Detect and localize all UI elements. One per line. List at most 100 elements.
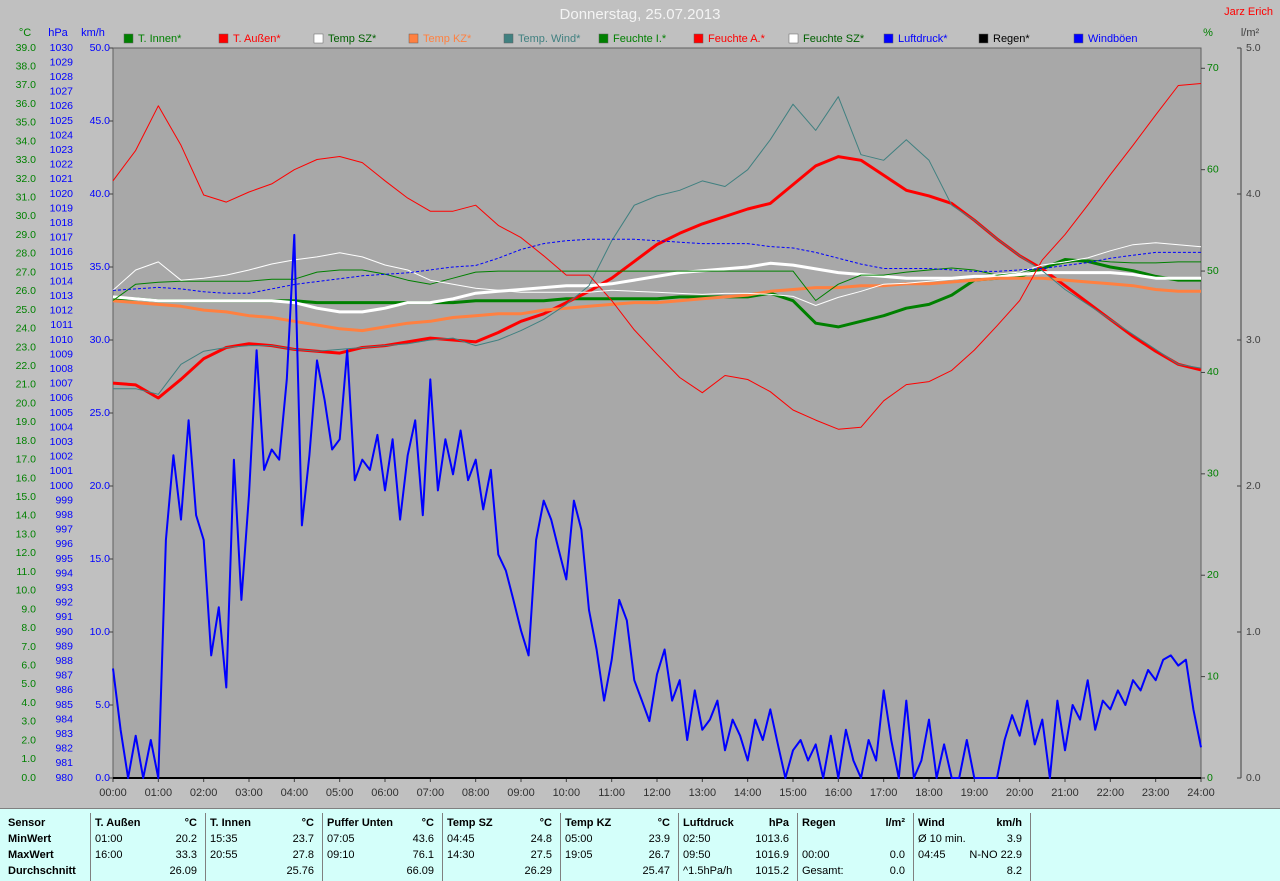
axis-label: hPa — [48, 27, 68, 39]
y-tick-label: 27.0 — [16, 266, 37, 278]
y-tick-label: 22.0 — [16, 360, 37, 372]
cell-value: 1013.6 — [755, 833, 789, 845]
y-tick-label: 1028 — [50, 71, 74, 83]
data-line — [113, 258, 1201, 329]
y-tick-label: 999 — [55, 494, 73, 506]
x-tick-label: 17:00 — [870, 787, 898, 799]
x-tick-label: 04:00 — [281, 787, 309, 799]
y-tick-label: 8.0 — [21, 622, 36, 634]
y-tick-label: 1015 — [50, 261, 74, 273]
cell-value: 23.7 — [292, 833, 314, 845]
cell-time: 19:05 — [565, 849, 593, 861]
x-tick-label: 19:00 — [961, 787, 989, 799]
y-tick-label: 25.0 — [90, 407, 111, 419]
separator — [90, 813, 91, 881]
plot-area — [112, 47, 1202, 779]
y-tick-label: 31.0 — [16, 192, 37, 204]
cell-time: 02:50 — [683, 833, 711, 845]
separator — [1030, 813, 1031, 881]
y-tick-label: 0 — [1207, 772, 1213, 784]
summary-table: Sensor MinWert MaxWert Durchschnitt T. Außen… — [0, 808, 1280, 881]
x-tick-label: 07:00 — [417, 787, 445, 799]
y-tick-label: 30 — [1207, 468, 1219, 480]
legend-label: Temp. Wind* — [518, 33, 581, 45]
legend-label: Feuchte A.* — [708, 33, 766, 45]
y-tick-label: 70 — [1207, 62, 1219, 74]
legend-swatch — [1073, 33, 1084, 44]
y-tick-label: 4.0 — [1246, 188, 1261, 200]
cell-value: 23.9 — [648, 833, 670, 845]
y-tick-label: 1000 — [50, 480, 74, 492]
legend-swatch — [313, 33, 324, 44]
separator — [442, 813, 443, 881]
legend-swatch — [883, 33, 894, 44]
column-header: T. Außen — [95, 817, 141, 829]
y-tick-label: 981 — [55, 757, 73, 769]
y-tick-label: 35.0 — [16, 117, 37, 129]
y-tick-label: 1029 — [50, 56, 74, 68]
cell-value: 1016.9 — [755, 849, 789, 861]
y-tick-label: 9.0 — [21, 603, 36, 615]
y-tick-label: 1006 — [50, 392, 74, 404]
y-tick-label: 994 — [55, 567, 73, 579]
y-tick-label: 14.0 — [16, 510, 37, 522]
y-tick-label: 995 — [55, 553, 73, 565]
cell-time: 00:00 — [802, 849, 830, 861]
legend-label: Windböen — [1088, 33, 1138, 45]
separator — [205, 813, 206, 881]
x-tick-label: 14:00 — [734, 787, 762, 799]
y-tick-label: 1.0 — [21, 753, 36, 765]
cell-value: 27.5 — [530, 849, 552, 861]
column-header: Wind — [918, 817, 945, 829]
y-tick-label: 988 — [55, 655, 73, 667]
y-tick-label: 984 — [55, 713, 73, 725]
y-tick-label: 16.0 — [16, 472, 37, 484]
y-tick-label: 37.0 — [16, 79, 37, 91]
data-line — [112, 261, 1201, 314]
y-tick-label: 1016 — [50, 246, 74, 258]
y-tick-label: 989 — [55, 640, 73, 652]
legend-label: Luftdruck* — [898, 33, 948, 45]
y-tick-label: 1026 — [50, 100, 74, 112]
cell-value: 27.8 — [292, 849, 314, 861]
legend-label: Temp SZ* — [328, 33, 377, 45]
x-tick-label: 11:00 — [598, 787, 625, 799]
cell-time: 09:10 — [327, 849, 355, 861]
x-tick-label: 08:00 — [462, 787, 490, 799]
legend-label: T. Außen* — [233, 33, 281, 45]
legend-swatch — [693, 33, 704, 44]
cell-time: 05:00 — [565, 833, 593, 845]
data-line — [112, 238, 1201, 294]
y-tick-label: 18.0 — [16, 435, 37, 447]
y-tick-label: 1009 — [50, 348, 74, 360]
data-line — [112, 276, 1201, 333]
row-label: Durchschnitt — [8, 865, 76, 877]
y-tick-label: 28.0 — [16, 248, 37, 260]
legend-swatch — [788, 33, 799, 44]
cell-value: 8.2 — [1006, 865, 1022, 877]
cell-value: 26.7 — [648, 849, 670, 861]
x-tick-label: 16:00 — [825, 787, 853, 799]
y-tick-label: 1022 — [50, 159, 74, 171]
y-tick-label: 40.0 — [90, 188, 111, 200]
cell-value: 20.2 — [175, 833, 197, 845]
y-tick-label: 991 — [55, 611, 73, 623]
data-line — [112, 233, 1202, 779]
legend-label: T. Innen* — [138, 33, 182, 45]
y-tick-label: 1030 — [50, 42, 74, 54]
y-tick-label: 60 — [1207, 163, 1219, 175]
y-tick-label: 1011 — [50, 319, 73, 331]
y-tick-label: 1024 — [50, 129, 74, 141]
x-tick-label: 20:00 — [1006, 787, 1034, 799]
axis-label: % — [1203, 27, 1213, 39]
cell-time: Ø 10 min. — [918, 833, 966, 845]
cell-value: N-NO 22.9 — [969, 849, 1022, 861]
column-header: Luftdruck — [683, 817, 734, 829]
cell-time: 16:00 — [95, 849, 123, 861]
y-tick-label: 25.0 — [16, 304, 37, 316]
y-tick-label: 1017 — [50, 232, 74, 244]
y-tick-label: 1019 — [50, 202, 74, 214]
legend-label: Temp KZ* — [423, 33, 472, 45]
y-tick-label: 40 — [1207, 366, 1219, 378]
legend-label: Feuchte SZ* — [803, 33, 865, 45]
